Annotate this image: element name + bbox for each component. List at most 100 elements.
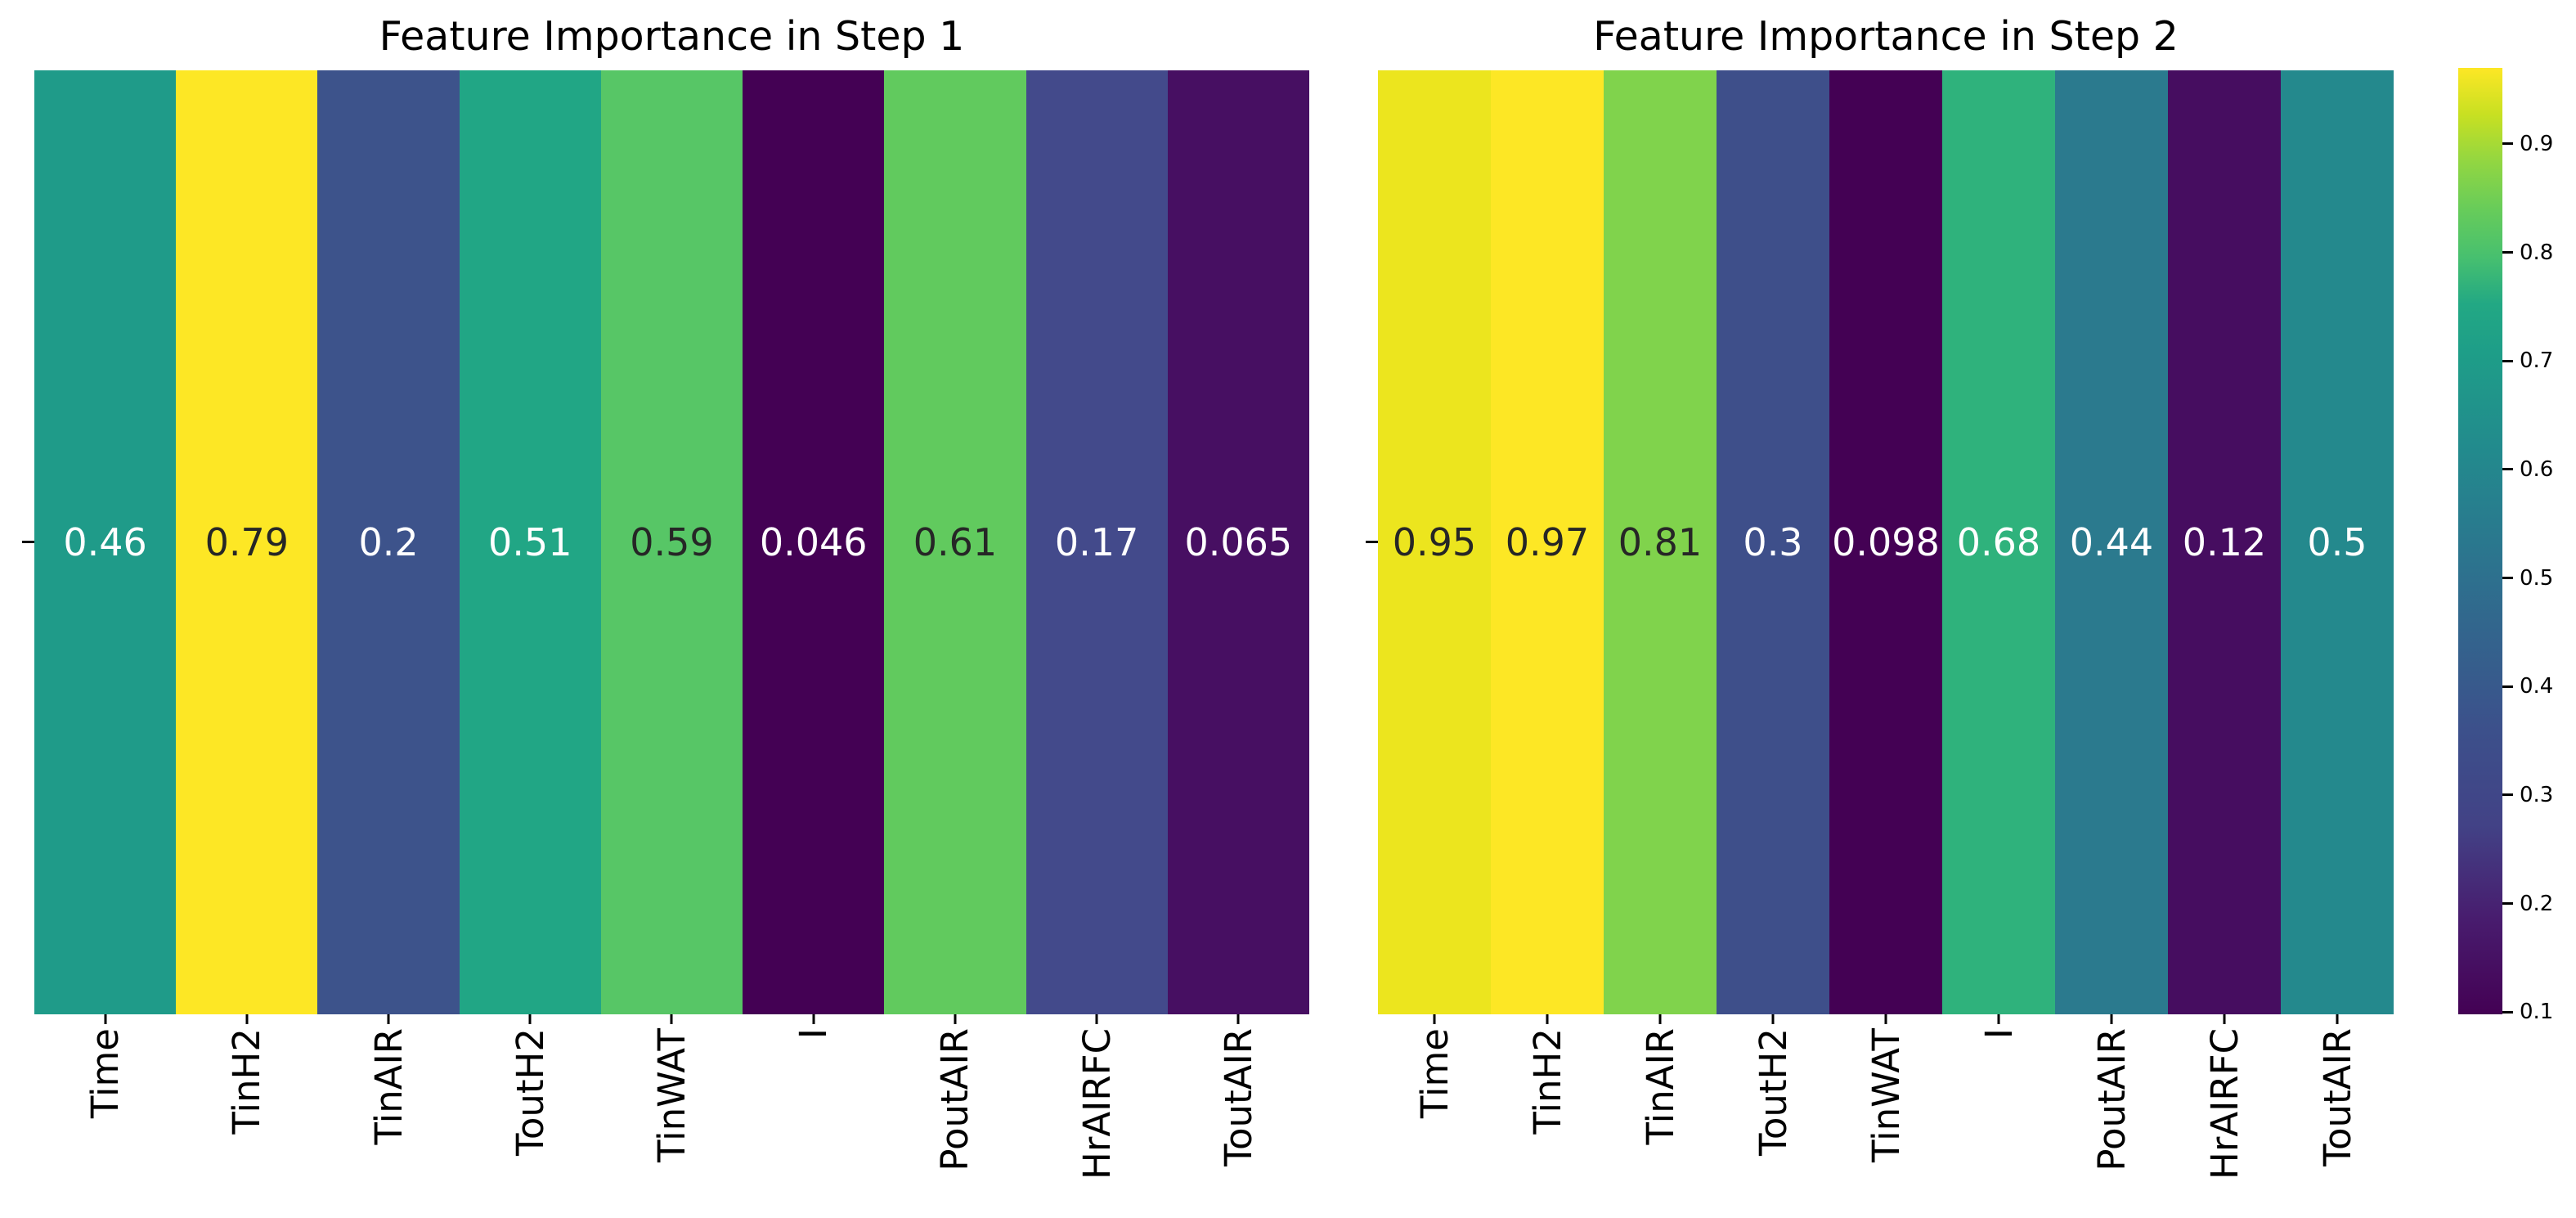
x-tick-mark [387, 1014, 390, 1024]
x-tick: Time [34, 1014, 176, 1211]
colorbar-tick-mark [2502, 577, 2513, 580]
heatmap-cell: 0.97 [1491, 70, 1604, 1014]
cell-value: 0.046 [759, 520, 868, 564]
heatmap-cell: 0.046 [743, 70, 885, 1014]
x-tick: TinWAT [1829, 1014, 1942, 1211]
x-tick-mark [1997, 1014, 2000, 1024]
heatmap-cell: 0.68 [1942, 70, 2055, 1014]
x-tick-label: PoutAIR [933, 1028, 977, 1171]
cell-value: 0.3 [1743, 520, 1803, 564]
x-tick: Time [1378, 1014, 1491, 1211]
x-tick-mark [1433, 1014, 1436, 1024]
heatmap-step1: 0.46 0.79 0.2 0.51 0.59 0.046 0.61 0.17 0.065 [34, 70, 1309, 1014]
colorbar-tick-mark [2502, 685, 2513, 688]
x-tick-mark [1236, 1014, 1240, 1024]
cell-value: 0.44 [2069, 520, 2154, 564]
y-tick-step1 [22, 541, 34, 543]
colorbar-tick-label: 0.3 [2520, 782, 2554, 807]
colorbar-tick-label: 0.5 [2520, 565, 2554, 591]
x-tick: TinAIR [1604, 1014, 1717, 1211]
colorbar-tick-mark [2502, 468, 2513, 471]
colorbar-tick-label: 0.2 [2520, 891, 2554, 916]
heatmap-cell: 0.95 [1378, 70, 1491, 1014]
heatmap-cell: 0.17 [1025, 70, 1168, 1014]
x-tick: ToutAIR [1168, 1014, 1309, 1211]
cell-value: 0.97 [1505, 520, 1590, 564]
cell-value: 0.46 [63, 520, 147, 564]
x-tick-label: PoutAIR [2089, 1028, 2134, 1171]
x-tick-label: Time [1412, 1028, 1456, 1119]
heatmap-cell: 0.065 [1167, 70, 1309, 1014]
x-axis-labels-step1: Time TinH2 TinAIR ToutH2 TinWAT I PoutAIR HrAIR… [34, 1014, 1309, 1211]
heatmap-cell: 0.3 [1717, 70, 1829, 1014]
x-tick-label: Time [83, 1028, 128, 1119]
x-tick-mark [1771, 1014, 1775, 1024]
x-tick: ToutH2 [1717, 1014, 1829, 1211]
x-tick: I [1942, 1014, 2055, 1211]
x-tick-mark [245, 1014, 249, 1024]
x-tick: I [743, 1014, 884, 1211]
cell-value: 0.81 [1618, 520, 1703, 564]
cell-value: 0.59 [630, 520, 714, 564]
x-tick: PoutAIR [2055, 1014, 2168, 1211]
x-tick: ToutH2 [460, 1014, 601, 1211]
x-tick: TinH2 [176, 1014, 317, 1211]
cell-value: 0.5 [2307, 520, 2367, 564]
cell-value: 0.79 [204, 520, 289, 564]
x-tick-mark [1546, 1014, 1549, 1024]
colorbar [2458, 68, 2502, 1014]
x-tick: HrAIRFC [2168, 1014, 2281, 1211]
x-tick-label: TinAIR [366, 1028, 411, 1145]
x-tick-mark [1884, 1014, 1887, 1024]
y-tick-step2 [1366, 541, 1378, 543]
x-tick: TinAIR [317, 1014, 459, 1211]
heatmap-cell: 0.51 [459, 70, 601, 1014]
x-tick-mark [812, 1014, 815, 1024]
x-tick-mark [670, 1014, 673, 1024]
heatmap-cell: 0.81 [1604, 70, 1717, 1014]
heatmap-cell: 0.79 [176, 70, 318, 1014]
x-axis-labels-step2: Time TinH2 TinAIR ToutH2 TinWAT I PoutAIR HrAIR… [1378, 1014, 2394, 1211]
x-tick-mark [2223, 1014, 2226, 1024]
cell-value: 0.51 [488, 520, 572, 564]
x-tick-label: TinAIR [1638, 1028, 1682, 1145]
heatmap-cell: 0.61 [884, 70, 1026, 1014]
x-tick-label: TinH2 [225, 1028, 269, 1135]
heatmap-step2: 0.95 0.97 0.81 0.3 0.098 0.68 0.44 0.12 0.5 [1378, 70, 2394, 1014]
heatmap-cell: 0.098 [1829, 70, 1942, 1014]
heatmap-cell: 0.5 [2281, 70, 2394, 1014]
heatmap-cell: 0.46 [34, 70, 177, 1014]
x-tick-label: TinWAT [1864, 1028, 1908, 1162]
cell-value: 0.12 [2182, 520, 2267, 564]
colorbar-tick-label: 0.7 [2520, 348, 2554, 374]
cell-value: 0.2 [358, 520, 419, 564]
x-tick-label: I [792, 1028, 836, 1040]
heatmap-cell: 0.2 [317, 70, 460, 1014]
x-tick-mark [528, 1014, 532, 1024]
x-tick-label: ToutH2 [1751, 1028, 1795, 1157]
colorbar-tick-mark [2502, 1010, 2513, 1014]
x-tick-label: ToutAIR [1216, 1028, 1260, 1166]
cell-value: 0.098 [1832, 520, 1940, 564]
colorbar-tick-label: 0.6 [2520, 456, 2554, 482]
heatmap-cell: 0.59 [600, 70, 743, 1014]
x-tick: TinH2 [1491, 1014, 1604, 1211]
x-tick-label: TinWAT [649, 1028, 693, 1162]
heatmap-cell: 0.12 [2168, 70, 2281, 1014]
x-tick-mark [2110, 1014, 2113, 1024]
x-tick-mark [954, 1014, 957, 1024]
colorbar-tick-mark [2502, 251, 2513, 254]
colorbar-tick-label: 0.8 [2520, 240, 2554, 265]
colorbar-tick-mark [2502, 793, 2513, 797]
x-tick-mark [2336, 1014, 2339, 1024]
x-tick-mark [1095, 1014, 1098, 1024]
colorbar-tick-mark [2502, 359, 2513, 362]
heatmap-cell: 0.44 [2055, 70, 2168, 1014]
chart1-title: Feature Importance in Step 1 [379, 13, 965, 60]
x-tick: PoutAIR [884, 1014, 1025, 1211]
x-tick: ToutAIR [2281, 1014, 2394, 1211]
x-tick-label: HrAIRFC [2202, 1028, 2246, 1180]
x-tick-label: ToutAIR [2315, 1028, 2359, 1166]
colorbar-tick-label: 0.4 [2520, 674, 2554, 699]
x-tick-label: I [1977, 1028, 2021, 1040]
